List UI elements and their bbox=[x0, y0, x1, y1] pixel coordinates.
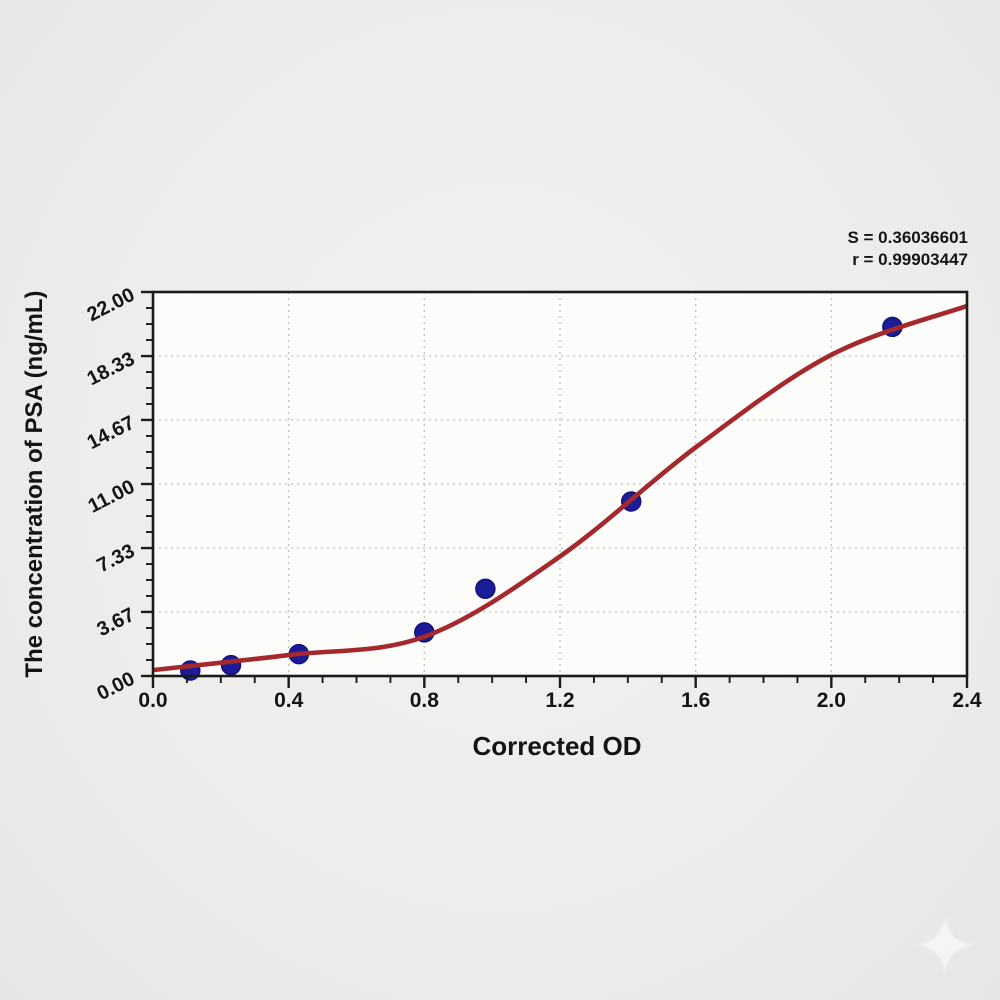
y-tick-label: 3.67 bbox=[94, 604, 139, 641]
x-axis-title: Corrected OD bbox=[472, 731, 642, 761]
x-tick-label: 0.0 bbox=[138, 689, 167, 712]
data-point bbox=[475, 578, 496, 599]
x-tick-label: 2.4 bbox=[952, 689, 982, 712]
y-tick-label: 14.67 bbox=[84, 412, 139, 454]
fit-r-value: r = 0.99903447 bbox=[852, 250, 968, 269]
x-tick-label: 2.0 bbox=[817, 689, 846, 712]
fit-statistics: S = 0.36036601 r = 0.99903447 bbox=[847, 227, 968, 271]
y-tick-label: 0.00 bbox=[94, 668, 139, 705]
y-tick-label: 18.33 bbox=[84, 348, 139, 390]
fit-s-value: S = 0.36036601 bbox=[847, 228, 968, 247]
x-tick-label: 1.2 bbox=[545, 689, 574, 712]
y-tick-label: 22.00 bbox=[84, 284, 139, 326]
y-axis-title: The concentration of PSA (ng/mL) bbox=[21, 290, 48, 678]
x-tick-label: 0.8 bbox=[410, 689, 440, 712]
y-tick-label: 11.00 bbox=[85, 476, 139, 518]
sparkle-star-icon bbox=[910, 910, 980, 980]
data-point bbox=[220, 654, 242, 676]
y-tick-label: 7.33 bbox=[94, 540, 139, 577]
x-tick-label: 0.4 bbox=[274, 689, 304, 712]
x-tick-label: 1.6 bbox=[681, 689, 710, 712]
fit-curve bbox=[153, 303, 967, 673]
